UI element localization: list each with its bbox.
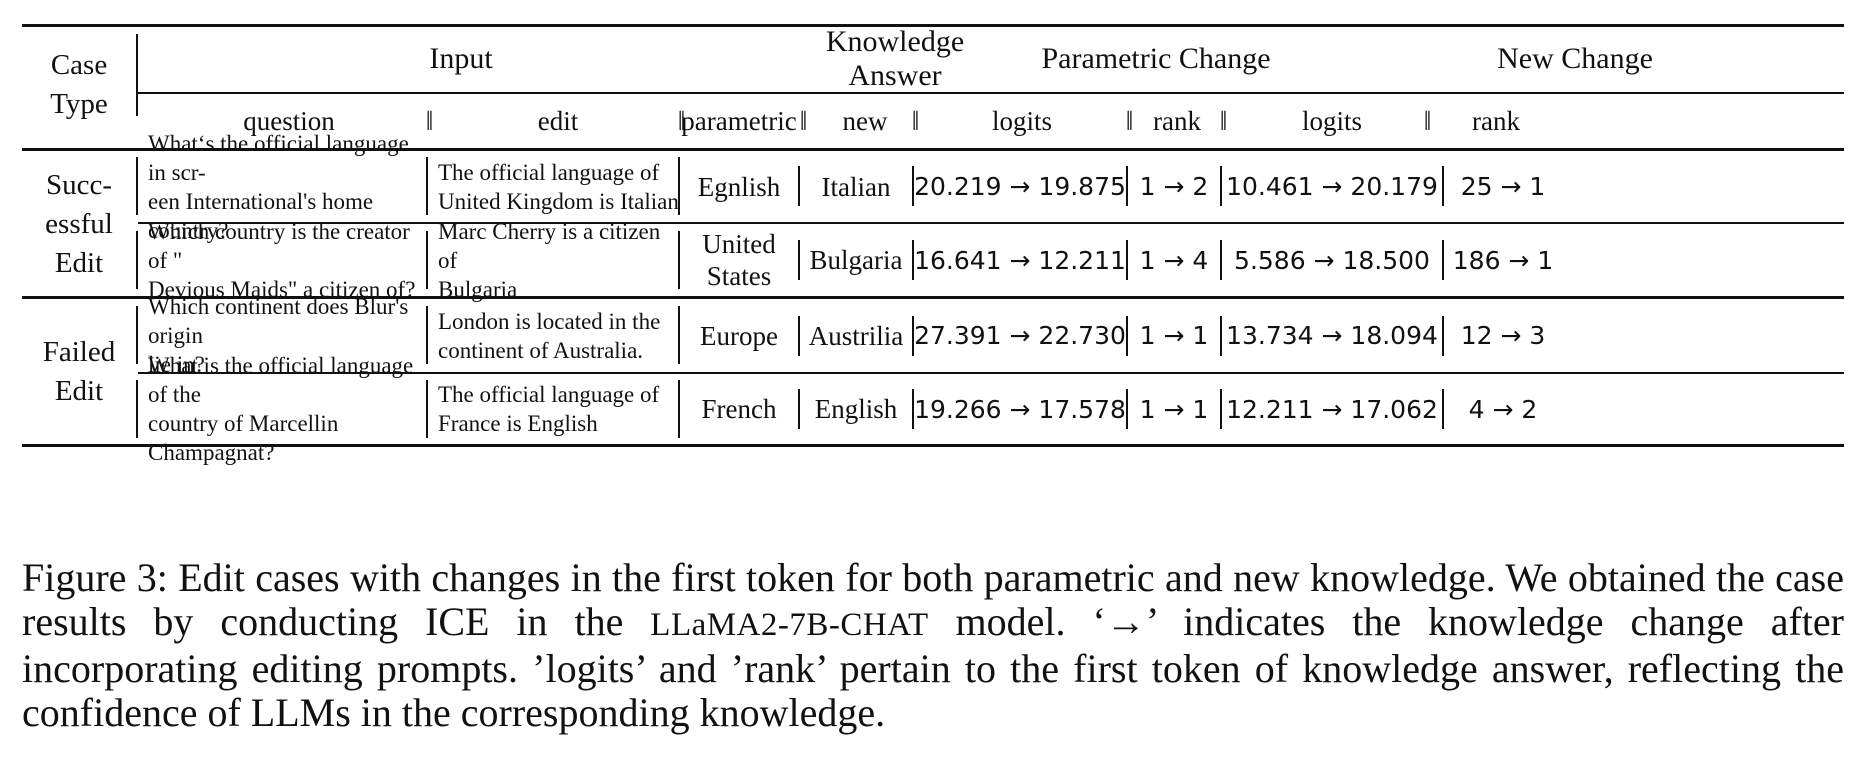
cell-divider: [798, 316, 800, 356]
row-divider: [136, 380, 138, 438]
column-separator-double: ‖: [677, 105, 686, 136]
cell-divider: [1442, 316, 1444, 356]
cell-divider: [678, 306, 680, 364]
edit-cell: The official language of United Kingdom …: [438, 159, 679, 214]
cell-divider: [1442, 389, 1444, 429]
row-divider: [136, 306, 138, 364]
question-cell: Which country is the creator of " Deviou…: [148, 218, 416, 302]
question-cell: Which continent does Blur's origin lie i…: [148, 294, 409, 377]
param-rank-cell: 1 → 1: [1139, 321, 1209, 350]
question-cell: What‘s the official language in scr- een…: [148, 130, 409, 243]
question-cell: What is the official language of the cou…: [148, 353, 414, 465]
edit-cell: London is located in the continent of Au…: [438, 308, 661, 363]
header-bottom-rule: [22, 148, 1844, 151]
new-answer-cell: Italian: [821, 171, 891, 202]
cell-divider: [912, 240, 914, 280]
row-rule-3: [138, 372, 1844, 374]
edit-header: edit: [537, 105, 579, 136]
param-logits-cell: 19.266 → 17.578: [914, 394, 1126, 424]
param-logits-cell: 27.391 → 22.730: [914, 321, 1126, 350]
group-rule: [22, 296, 1844, 299]
cell-divider: [426, 380, 428, 438]
cell-divider: [426, 231, 428, 289]
param-rank-cell: 1 → 1: [1139, 394, 1209, 424]
cell-divider: [1220, 240, 1222, 280]
parametric-answer-cell: French: [701, 394, 777, 424]
parametric-change-header: Parametric Change: [1041, 42, 1271, 75]
top-rule: [22, 24, 1844, 27]
cell-divider: [678, 157, 680, 215]
new-change-header: New Change: [1497, 42, 1653, 75]
cell-divider: [1220, 389, 1222, 429]
param-rank-cell: 1 → 2: [1139, 172, 1209, 201]
column-separator-double: ‖: [799, 105, 808, 136]
column-separator-double: ‖: [1423, 105, 1432, 136]
row-divider: [136, 157, 138, 215]
new-rank-cell: 4 → 2: [1468, 394, 1538, 424]
column-separator-double: ‖: [911, 105, 920, 136]
cell-divider: [426, 157, 428, 215]
new-logits-header: logits: [1301, 105, 1362, 136]
cell-divider: [1220, 166, 1222, 206]
knowledge-answer-header: Knowledge Answer: [825, 25, 965, 92]
edit-cases-table: Case Type Input Knowledge Answer Paramet…: [22, 24, 1844, 504]
parametric-answer-cell: Europe: [700, 320, 778, 351]
group-label-failed: Failed Edit: [42, 335, 116, 407]
cell-divider: [798, 166, 800, 206]
edit-cell: The official language of France is Engli…: [438, 382, 660, 436]
new-answer-cell: English: [814, 394, 898, 424]
edit-cell: Marc Cherry is a citizen of Bulgaria: [438, 218, 661, 302]
cell-divider: [798, 389, 800, 429]
new-rank-cell: 25 → 1: [1460, 172, 1546, 201]
column-separator-double: ‖: [1219, 105, 1228, 136]
param-rank-header: rank: [1153, 105, 1201, 136]
cell-divider: [678, 380, 680, 438]
parametric-answer-cell: Egnlish: [697, 171, 781, 202]
caption-text-end: model. ‘→’ indicates the knowledge chang…: [22, 599, 1844, 735]
cell-divider: [798, 240, 800, 280]
caption-text-start: Figure 3: Edit cases with changes in the…: [22, 555, 1844, 644]
cell-divider: [1126, 240, 1128, 280]
question-header: question: [243, 105, 335, 136]
cell-divider: [1126, 166, 1128, 206]
param-logits-cell: 16.641 → 12.211: [914, 245, 1126, 275]
case-type-header: Case Type: [50, 49, 108, 120]
param-rank-cell: 1 → 4: [1139, 245, 1209, 275]
new-rank-header: rank: [1472, 105, 1520, 136]
group-label-successful: Succ- essful Edit: [45, 168, 113, 279]
cell-divider: [678, 231, 680, 289]
param-logits-cell: 20.219 → 19.875: [914, 172, 1126, 201]
figure-caption: Figure 3: Edit cases with changes in the…: [22, 556, 1844, 735]
parametric-answer-cell: United States: [702, 229, 776, 291]
cell-divider: [426, 306, 428, 364]
header-subrule: [138, 92, 1844, 94]
column-separator-double: ‖: [1125, 105, 1134, 136]
cell-divider: [1442, 240, 1444, 280]
bottom-rule: [22, 444, 1844, 447]
new-rank-cell: 186 → 1: [1452, 245, 1554, 275]
column-separator-double: ‖: [425, 105, 434, 136]
row-rule-1: [138, 222, 1844, 224]
cell-divider: [1126, 389, 1128, 429]
cell-divider: [1220, 316, 1222, 356]
row-divider: [136, 231, 138, 289]
parametric-header: parametric: [681, 105, 797, 136]
cell-divider: [1442, 166, 1444, 206]
new-logits-cell: 10.461 → 20.179: [1226, 172, 1438, 201]
new-rank-cell: 12 → 3: [1460, 321, 1546, 350]
caption-model-name: LLaMA2-7B-CHAT: [650, 607, 929, 643]
new-answer-cell: Bulgaria: [809, 245, 903, 275]
new-header: new: [842, 105, 888, 136]
cell-divider: [912, 166, 914, 206]
param-logits-header: logits: [991, 105, 1052, 136]
new-logits-cell: 13.734 → 18.094: [1226, 321, 1438, 350]
cell-divider: [912, 316, 914, 356]
new-logits-cell: 12.211 → 17.062: [1226, 394, 1438, 424]
cell-divider: [912, 389, 914, 429]
new-answer-cell: Austrilia: [808, 320, 904, 351]
cell-divider: [1126, 316, 1128, 356]
case-type-divider: [136, 34, 138, 116]
new-logits-cell: 5.586 → 18.500: [1234, 245, 1430, 275]
input-header: Input: [429, 42, 493, 75]
